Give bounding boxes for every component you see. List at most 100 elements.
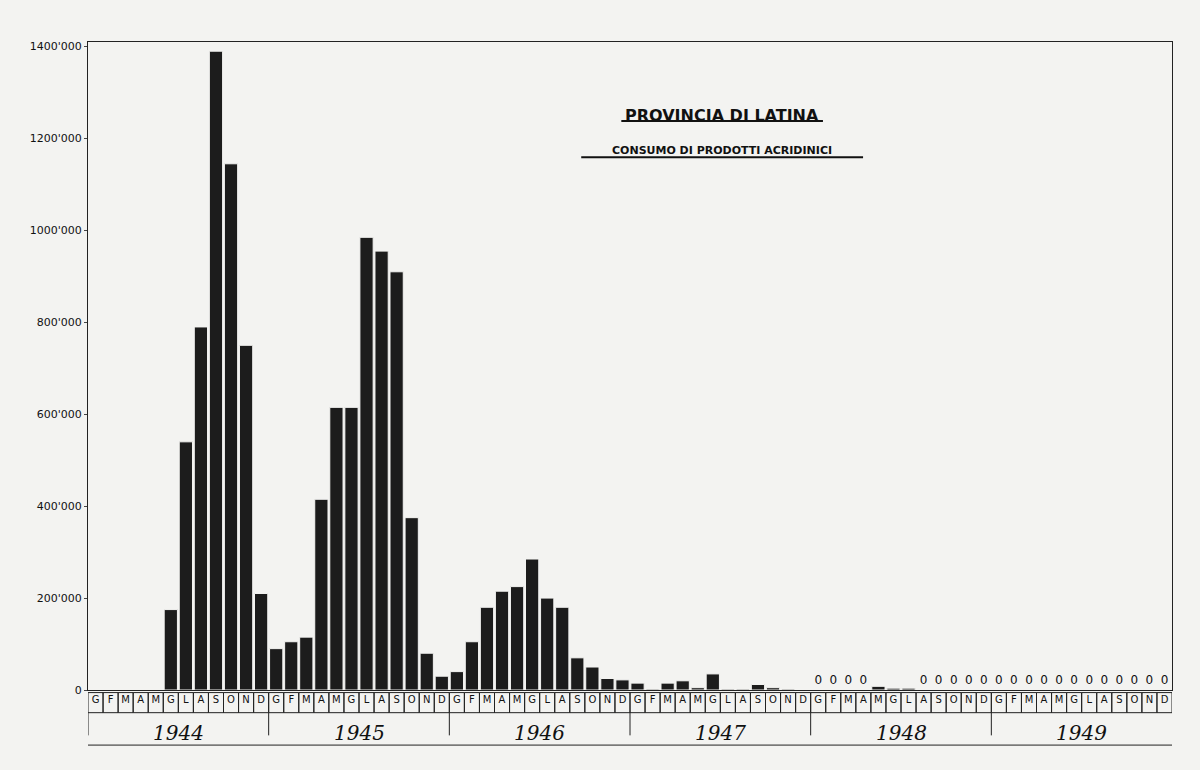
svg-text:0: 0 <box>814 673 822 687</box>
svg-text:N: N <box>604 694 611 705</box>
svg-text:L: L <box>183 694 189 705</box>
svg-text:D: D <box>619 694 627 705</box>
svg-text:A: A <box>318 694 325 705</box>
svg-text:A: A <box>739 694 746 705</box>
svg-text:F: F <box>288 694 294 705</box>
svg-text:M: M <box>121 694 130 705</box>
svg-text:A: A <box>197 694 204 705</box>
svg-text:1949: 1949 <box>1056 721 1107 745</box>
svg-text:0: 0 <box>920 673 928 687</box>
svg-text:A: A <box>137 694 144 705</box>
svg-text:0: 0 <box>965 673 973 687</box>
svg-text:G: G <box>348 694 356 705</box>
svg-text:M: M <box>663 694 672 705</box>
svg-text:L: L <box>906 694 912 705</box>
svg-text:F: F <box>108 694 114 705</box>
svg-text:G: G <box>272 694 280 705</box>
svg-text:D: D <box>1161 694 1169 705</box>
svg-text:S: S <box>393 694 399 705</box>
svg-text:M: M <box>844 694 853 705</box>
svg-text:G: G <box>528 694 536 705</box>
svg-text:0: 0 <box>1131 673 1139 687</box>
svg-text:M: M <box>151 694 160 705</box>
svg-text:S: S <box>1116 694 1122 705</box>
svg-text:G: G <box>453 694 461 705</box>
svg-text:G: G <box>1070 694 1078 705</box>
svg-text:600'000: 600'000 <box>37 408 82 421</box>
svg-text:A: A <box>378 694 385 705</box>
svg-text:A: A <box>1041 694 1048 705</box>
svg-text:M: M <box>332 694 341 705</box>
svg-text:G: G <box>890 694 898 705</box>
svg-text:0: 0 <box>1146 673 1154 687</box>
svg-text:G: G <box>634 694 642 705</box>
svg-text:L: L <box>544 694 550 705</box>
svg-text:M: M <box>874 694 883 705</box>
svg-text:A: A <box>920 694 927 705</box>
svg-text:N: N <box>784 694 791 705</box>
svg-text:O: O <box>588 694 596 705</box>
svg-text:N: N <box>423 694 430 705</box>
svg-text:0: 0 <box>1100 673 1108 687</box>
svg-text:0: 0 <box>75 684 82 697</box>
svg-text:G: G <box>709 694 717 705</box>
svg-text:0: 0 <box>1010 673 1018 687</box>
svg-text:0: 0 <box>1025 673 1033 687</box>
svg-text:0: 0 <box>980 673 988 687</box>
svg-text:O: O <box>769 694 777 705</box>
svg-text:F: F <box>830 694 836 705</box>
svg-text:1400'000: 1400'000 <box>30 40 82 53</box>
svg-text:0: 0 <box>1115 673 1123 687</box>
svg-text:O: O <box>1130 694 1138 705</box>
svg-text:0: 0 <box>1055 673 1063 687</box>
svg-text:PROVINCIA DI LATINA: PROVINCIA DI LATINA <box>625 106 819 125</box>
svg-text:M: M <box>693 694 702 705</box>
svg-text:N: N <box>1146 694 1153 705</box>
svg-text:D: D <box>257 694 265 705</box>
svg-text:D: D <box>799 694 807 705</box>
svg-text:0: 0 <box>995 673 1003 687</box>
svg-text:N: N <box>242 694 249 705</box>
svg-text:0: 0 <box>950 673 958 687</box>
svg-text:G: G <box>167 694 175 705</box>
svg-text:N: N <box>965 694 972 705</box>
svg-text:CONSUMO DI PRODOTTI ACRIDINICI: CONSUMO DI PRODOTTI ACRIDINICI <box>612 144 832 157</box>
svg-text:1946: 1946 <box>514 721 565 745</box>
svg-text:G: G <box>814 694 822 705</box>
svg-text:S: S <box>935 694 941 705</box>
svg-text:O: O <box>408 694 416 705</box>
svg-text:1200'000: 1200'000 <box>30 132 82 145</box>
svg-text:400'000: 400'000 <box>37 500 82 513</box>
svg-text:0: 0 <box>860 673 868 687</box>
svg-text:D: D <box>438 694 446 705</box>
svg-text:O: O <box>227 694 235 705</box>
svg-text:A: A <box>1101 694 1108 705</box>
svg-text:A: A <box>679 694 686 705</box>
svg-text:A: A <box>499 694 506 705</box>
svg-text:0: 0 <box>1161 673 1169 687</box>
svg-text:0: 0 <box>844 673 852 687</box>
svg-text:S: S <box>755 694 761 705</box>
svg-text:0: 0 <box>935 673 943 687</box>
svg-text:S: S <box>574 694 580 705</box>
svg-text:0: 0 <box>829 673 837 687</box>
svg-text:O: O <box>950 694 958 705</box>
svg-text:F: F <box>469 694 475 705</box>
svg-text:M: M <box>513 694 522 705</box>
svg-text:M: M <box>1055 694 1064 705</box>
svg-text:A: A <box>860 694 867 705</box>
svg-text:L: L <box>1086 694 1092 705</box>
svg-text:F: F <box>650 694 656 705</box>
svg-text:G: G <box>92 694 100 705</box>
svg-text:200'000: 200'000 <box>37 592 82 605</box>
svg-text:M: M <box>302 694 311 705</box>
svg-text:L: L <box>725 694 731 705</box>
svg-text:M: M <box>1025 694 1034 705</box>
svg-text:0: 0 <box>1085 673 1093 687</box>
svg-text:1944: 1944 <box>153 721 204 745</box>
svg-text:F: F <box>1011 694 1017 705</box>
svg-text:A: A <box>559 694 566 705</box>
svg-text:S: S <box>213 694 219 705</box>
svg-text:G: G <box>995 694 1003 705</box>
svg-text:M: M <box>483 694 492 705</box>
